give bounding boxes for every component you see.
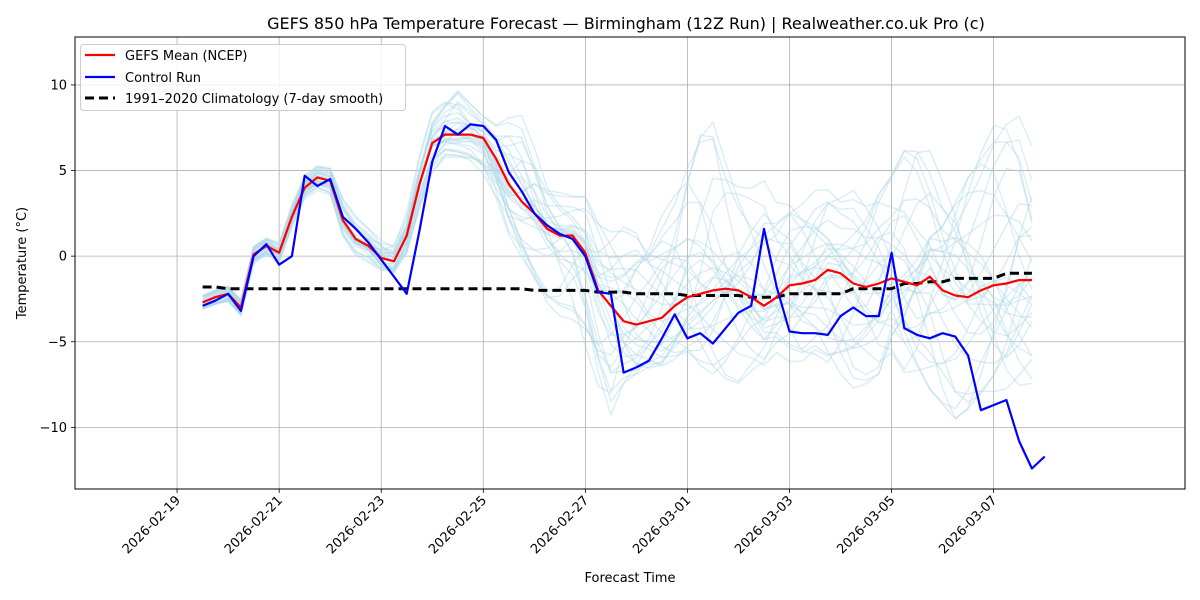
legend-label-climatology: 1991–2020 Climatology (7-day smooth) <box>125 92 383 107</box>
climatology-line <box>202 271 1032 299</box>
y-tick-label: −10 <box>40 421 67 436</box>
ensemble-member-line <box>202 122 1033 404</box>
ensemble-member-line <box>202 115 1033 369</box>
plot-frame <box>74 36 1186 490</box>
x-axis-title: Forecast Time <box>585 571 676 586</box>
ensemble-member-line <box>202 127 1033 393</box>
y-axis-title: Temperature (°C) <box>15 207 30 320</box>
ensemble-member-line <box>202 101 1033 403</box>
ensemble-member-line <box>202 120 1033 357</box>
series-lines <box>202 123 1046 470</box>
ensemble-member-line <box>202 149 1033 389</box>
ensemble-member-line <box>202 138 1033 366</box>
chart-title: GEFS 850 hPa Temperature Forecast — Birm… <box>267 14 985 33</box>
legend-label-control: Control Run <box>125 71 201 86</box>
ensemble-member-line <box>202 140 1033 364</box>
y-tick-label: −5 <box>48 335 67 350</box>
ensemble-member-line <box>202 131 1033 374</box>
y-tick-label: 0 <box>59 250 67 265</box>
legend-label-mean: GEFS Mean (NCEP) <box>125 49 247 64</box>
y-tick-label: 5 <box>59 164 67 179</box>
ensemble-member-line <box>202 120 1033 382</box>
ensemble-member-line <box>202 132 1032 352</box>
y-axis-ticks: −10 −5 0 5 10 <box>40 78 75 436</box>
y-tick-label: 10 <box>50 78 67 93</box>
ensemble-member-line <box>202 140 1033 366</box>
legend-box <box>80 44 406 111</box>
control-run-line <box>202 123 1046 470</box>
ensemble-member-line <box>202 137 1033 395</box>
legend: GEFS Mean (NCEP) Control Run 1991–2020 C… <box>80 44 406 111</box>
grid <box>75 37 1185 489</box>
ensemble-member-line <box>202 92 1033 384</box>
ensemble-member-line <box>202 124 1033 361</box>
